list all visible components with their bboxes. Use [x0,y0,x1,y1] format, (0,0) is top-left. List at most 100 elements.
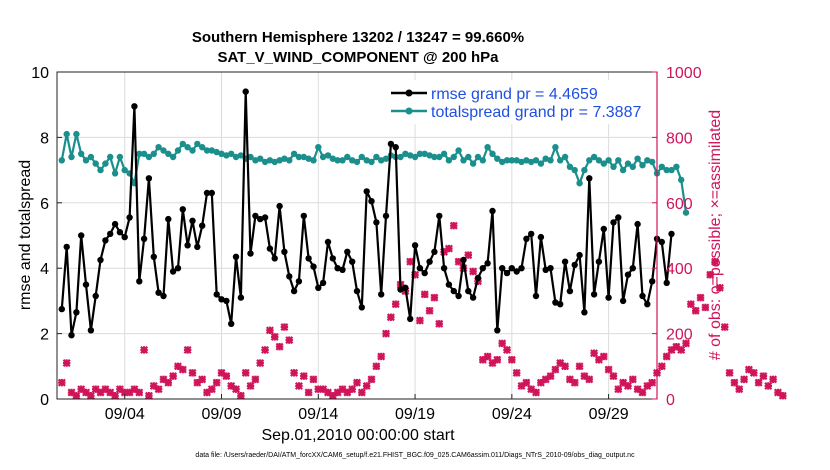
obs-assimilated-marker [309,375,318,384]
rmse-point [126,214,133,221]
rmse-point [189,217,196,224]
totalspread-point [82,157,90,164]
totalspread-point [421,150,428,157]
y-tick-label-left: 4 [40,261,49,278]
obs-assimilated-marker [62,359,71,368]
rmse-point [252,212,259,220]
rmse-point [286,273,293,280]
totalspread-point [73,130,80,138]
x-tick-label: 09/04 [105,406,145,423]
obs-assimilated-marker [682,339,691,348]
rmse-point [373,219,380,226]
totalspread-point [673,163,680,170]
chart-title: Southern Hemisphere 13202 / 13247 = 99.6… [192,29,524,46]
totalspread-point [581,166,588,174]
legend-marker-rmse [405,89,413,97]
rmse-point [237,294,245,301]
obs-assimilated-marker [686,300,695,309]
rmse-line [60,90,673,337]
totalspread-point [624,160,632,167]
rmse-point [111,220,119,228]
obs-assimilated-marker [198,375,207,384]
totalspread-point [155,144,162,151]
obs-assimilated-marker [86,391,95,400]
obs-assimilated-marker [323,388,332,397]
rmse-point [474,274,482,282]
obs-assimilated-marker [386,313,395,322]
rmse-point [552,299,559,306]
rmse-point [440,265,448,272]
obs-assimilated-marker [725,368,734,377]
totalspread-point [116,153,124,161]
rmse-point [271,255,278,262]
obs-assimilated-marker [493,355,502,364]
obs-assimilated-marker [730,378,739,387]
rmse-point [663,279,670,287]
totalspread-point [208,147,215,154]
totalspread-point [518,158,525,166]
totalspread-point [397,153,404,161]
obs-assimilated-marker [565,375,574,384]
rmse-point [107,230,114,238]
obs-assimilated-marker [353,378,361,387]
rmse-point [223,297,230,305]
rmse-point [324,238,332,246]
rmse-point [68,332,75,339]
rmse-point [421,269,428,277]
y-tick-label-left: 0 [40,392,49,409]
obs-assimilated-marker [590,349,599,358]
totalspread-point [436,153,443,161]
obs-assimilated-marker [759,372,768,381]
totalspread-point [203,147,211,154]
obs-assimilated-marker [425,306,434,315]
rmse-point [537,233,545,241]
totalspread-point [639,162,646,169]
obs-assimilated-marker [594,355,603,364]
obs-assimilated-marker [691,306,700,315]
totalspread-point [552,144,559,151]
x-axis-label: Sep.01,2010 00:00:00 start [261,427,455,444]
rmse-point [649,278,656,285]
rmse-point [121,233,128,241]
rmse-point [310,263,317,270]
rmse-point [387,140,395,148]
obs-assimilated-marker [614,385,623,394]
rmse-point [411,242,419,249]
rmse-point [136,278,143,285]
rmse-point [334,265,341,272]
rmse-point [494,327,501,334]
obs-assimilated-marker [154,385,163,394]
obs-assimilated-marker [265,326,274,335]
rmse-point [319,279,327,287]
y-tick-label-left: 6 [40,196,49,213]
rmse-point [513,268,520,275]
totalspread-point [247,153,254,161]
totalspread-point [474,153,482,161]
x-tick-label: 09/14 [298,406,338,423]
obs-assimilated-marker [241,368,250,377]
obs-assimilated-marker [769,375,778,384]
obs-assimilated-marker [372,362,381,371]
totalspread-point [469,160,477,167]
obs-assimilated-marker [232,385,241,394]
rmse-point [145,175,153,182]
obs-assimilated-marker [188,368,197,377]
y-tick-label-right: 800 [666,130,693,147]
obs-assimilated-marker [570,378,579,387]
rmse-point [358,304,365,311]
totalspread-point [349,157,356,164]
rmse-point [489,207,496,215]
obs-assimilated-marker [696,293,705,302]
rmse-point [116,229,124,236]
totalspread-point [184,144,191,151]
rmse-point [484,260,491,267]
rmse-point [276,202,283,210]
totalspread-point [619,166,627,174]
obs-assimilated-marker [294,381,303,390]
obs-assimilated-marker [357,388,366,397]
totalspread-point [503,157,511,164]
obs-assimilated-marker [623,381,632,390]
totalspread-point [571,166,578,174]
rmse-point [58,305,65,313]
data-file-footer: data file: /Users/raeder/DAI/ATM_forcXX/… [195,452,635,459]
